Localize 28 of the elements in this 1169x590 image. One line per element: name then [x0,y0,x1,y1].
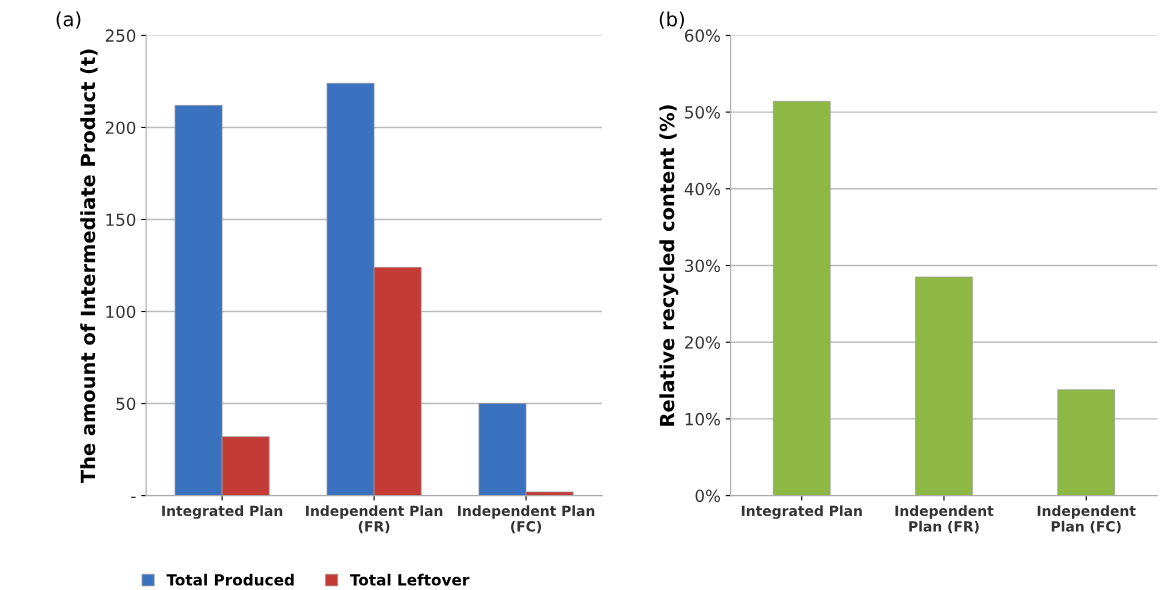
legend-label: Total Produced [166,573,294,586]
y-tick-label: 100 [106,305,136,319]
y-tick-label: 200 [105,121,136,135]
x-tick-label: Independent Plan (FC) [1037,505,1136,534]
y-tick-label: 250 [105,29,136,42]
y-tick-label: 0% [695,489,720,503]
y-tick-label: - [131,496,136,499]
y-tick-label: 60% [685,29,720,42]
y-tick-label: 20% [685,336,720,349]
x-tick-label: Independent Plan (FR) [306,505,443,534]
y-axis-title: Relative recycled content (%) [659,105,679,426]
y-axis-title: The amount of Intermediate Product (t) [80,49,98,484]
y-tick-label: 10% [685,412,720,426]
x-tick-label: Integrated Plan [162,505,283,519]
bar [772,101,831,496]
x-tick-label: Integrated Plan [741,505,862,519]
text: (b) [659,11,684,29]
y-tick-label: 30% [685,259,720,273]
x-tick-label: Independent Plan (FR) [895,505,994,534]
bar [1057,389,1115,496]
text: (a) [56,11,81,29]
x-tick-label: Independent Plan (FC) [458,505,595,534]
y-tick-label: 50 [116,397,136,411]
y-tick-label: 150 [106,213,136,227]
y-tick-label: 50% [685,106,720,119]
y-tick-label: 40% [684,182,720,196]
bar [915,276,973,496]
legend-label: Total Leftover [349,573,470,586]
